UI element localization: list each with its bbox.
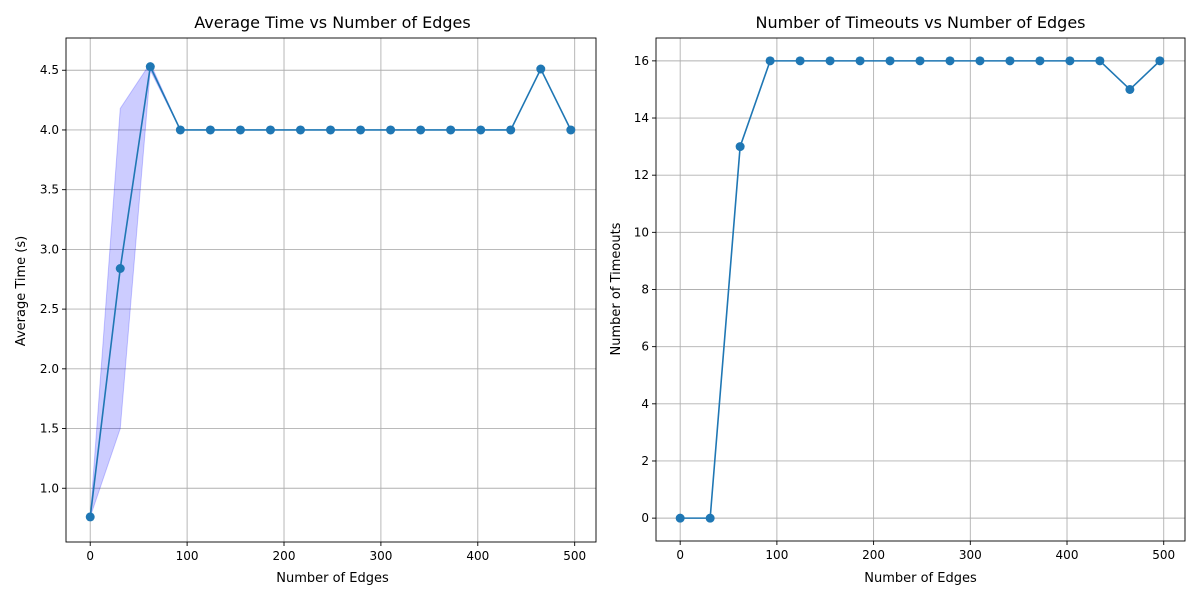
data-point: [975, 56, 985, 66]
data-point: [265, 125, 275, 135]
x-tick-label: 100: [176, 549, 199, 563]
y-tick-label: 8: [641, 283, 649, 297]
y-tick-label: 4.0: [40, 123, 59, 137]
data-point: [506, 125, 516, 135]
data-point: [536, 64, 546, 74]
data-point: [115, 264, 125, 274]
point-layer: [85, 62, 576, 522]
x-axis-label: Number of Edges: [276, 571, 389, 586]
data-point: [1095, 56, 1105, 66]
data-point: [705, 513, 715, 523]
x-tick-label: 0: [86, 549, 94, 563]
y-tick-label: 4: [641, 397, 649, 411]
data-point: [675, 513, 685, 523]
data-point: [735, 142, 745, 152]
data-point: [795, 56, 805, 66]
data-point: [1125, 84, 1135, 94]
x-tick-label: 500: [563, 549, 586, 563]
y-tick-label: 14: [634, 111, 649, 125]
x-tick-label: 300: [959, 548, 982, 562]
x-tick-label: 0: [676, 548, 684, 562]
y-tick-label: 3.0: [40, 242, 59, 256]
data-point: [1065, 56, 1075, 66]
y-tick-label: 0: [641, 511, 649, 525]
data-point: [295, 125, 305, 135]
data-point: [85, 512, 95, 522]
chart-average-time: Average Time vs Number of Edges Number o…: [14, 13, 597, 586]
data-point: [326, 125, 336, 135]
plot-frame: [655, 37, 1186, 542]
data-point: [175, 125, 185, 135]
data-point: [765, 56, 775, 66]
y-tick-label: 1.5: [40, 422, 59, 436]
x-tick-label: 400: [1056, 548, 1079, 562]
data-point: [825, 56, 835, 66]
data-point: [945, 56, 955, 66]
data-point: [915, 56, 925, 66]
data-point: [1005, 56, 1015, 66]
chart-title: Number of Timeouts vs Number of Edges: [755, 13, 1085, 32]
x-tick-label: 300: [369, 549, 392, 563]
x-tick-label: 100: [765, 548, 788, 562]
x-tick-label: 200: [862, 548, 885, 562]
data-point: [356, 125, 366, 135]
data-point: [145, 62, 155, 72]
data-point: [386, 125, 396, 135]
y-tick-label: 2.0: [40, 362, 59, 376]
point-layer: [675, 56, 1165, 523]
data-point: [416, 125, 426, 135]
tick-layer: 0 100 200 300 400 500 0 2 4 6 8 10 12 14 16: [634, 54, 1175, 562]
chart-title: Average Time vs Number of Edges: [194, 13, 470, 32]
y-tick-label: 16: [634, 54, 649, 68]
data-point: [235, 125, 245, 135]
y-tick-label: 12: [634, 168, 649, 182]
data-point: [1155, 56, 1165, 66]
data-point: [566, 125, 576, 135]
y-tick-label: 10: [634, 225, 649, 239]
data-point: [885, 56, 895, 66]
data-point: [476, 125, 486, 135]
data-point: [1035, 56, 1045, 66]
y-tick-label: 1.0: [40, 481, 59, 495]
y-axis-label: Number of Timeouts: [609, 222, 624, 355]
data-point: [205, 125, 215, 135]
chart-timeouts: Number of Timeouts vs Number of Edges Nu…: [609, 13, 1186, 586]
x-tick-label: 200: [273, 549, 296, 563]
x-tick-label: 500: [1152, 548, 1175, 562]
data-point: [446, 125, 456, 135]
y-tick-label: 6: [641, 340, 649, 354]
y-tick-label: 2: [641, 454, 649, 468]
data-point: [855, 56, 865, 66]
y-axis-label: Average Time (s): [14, 236, 29, 346]
x-axis-label: Number of Edges: [864, 571, 977, 586]
plot-frame: [65, 37, 597, 543]
y-tick-label: 3.5: [40, 183, 59, 197]
y-tick-label: 4.5: [40, 63, 59, 77]
tick-layer: 0 100 200 300 400 500 1.0 1.5 2.0 2.5 3.0 3.5 4.0 4.5: [40, 63, 586, 563]
grid: [656, 38, 1185, 541]
x-tick-label: 400: [466, 549, 489, 563]
y-tick-label: 2.5: [40, 302, 59, 316]
